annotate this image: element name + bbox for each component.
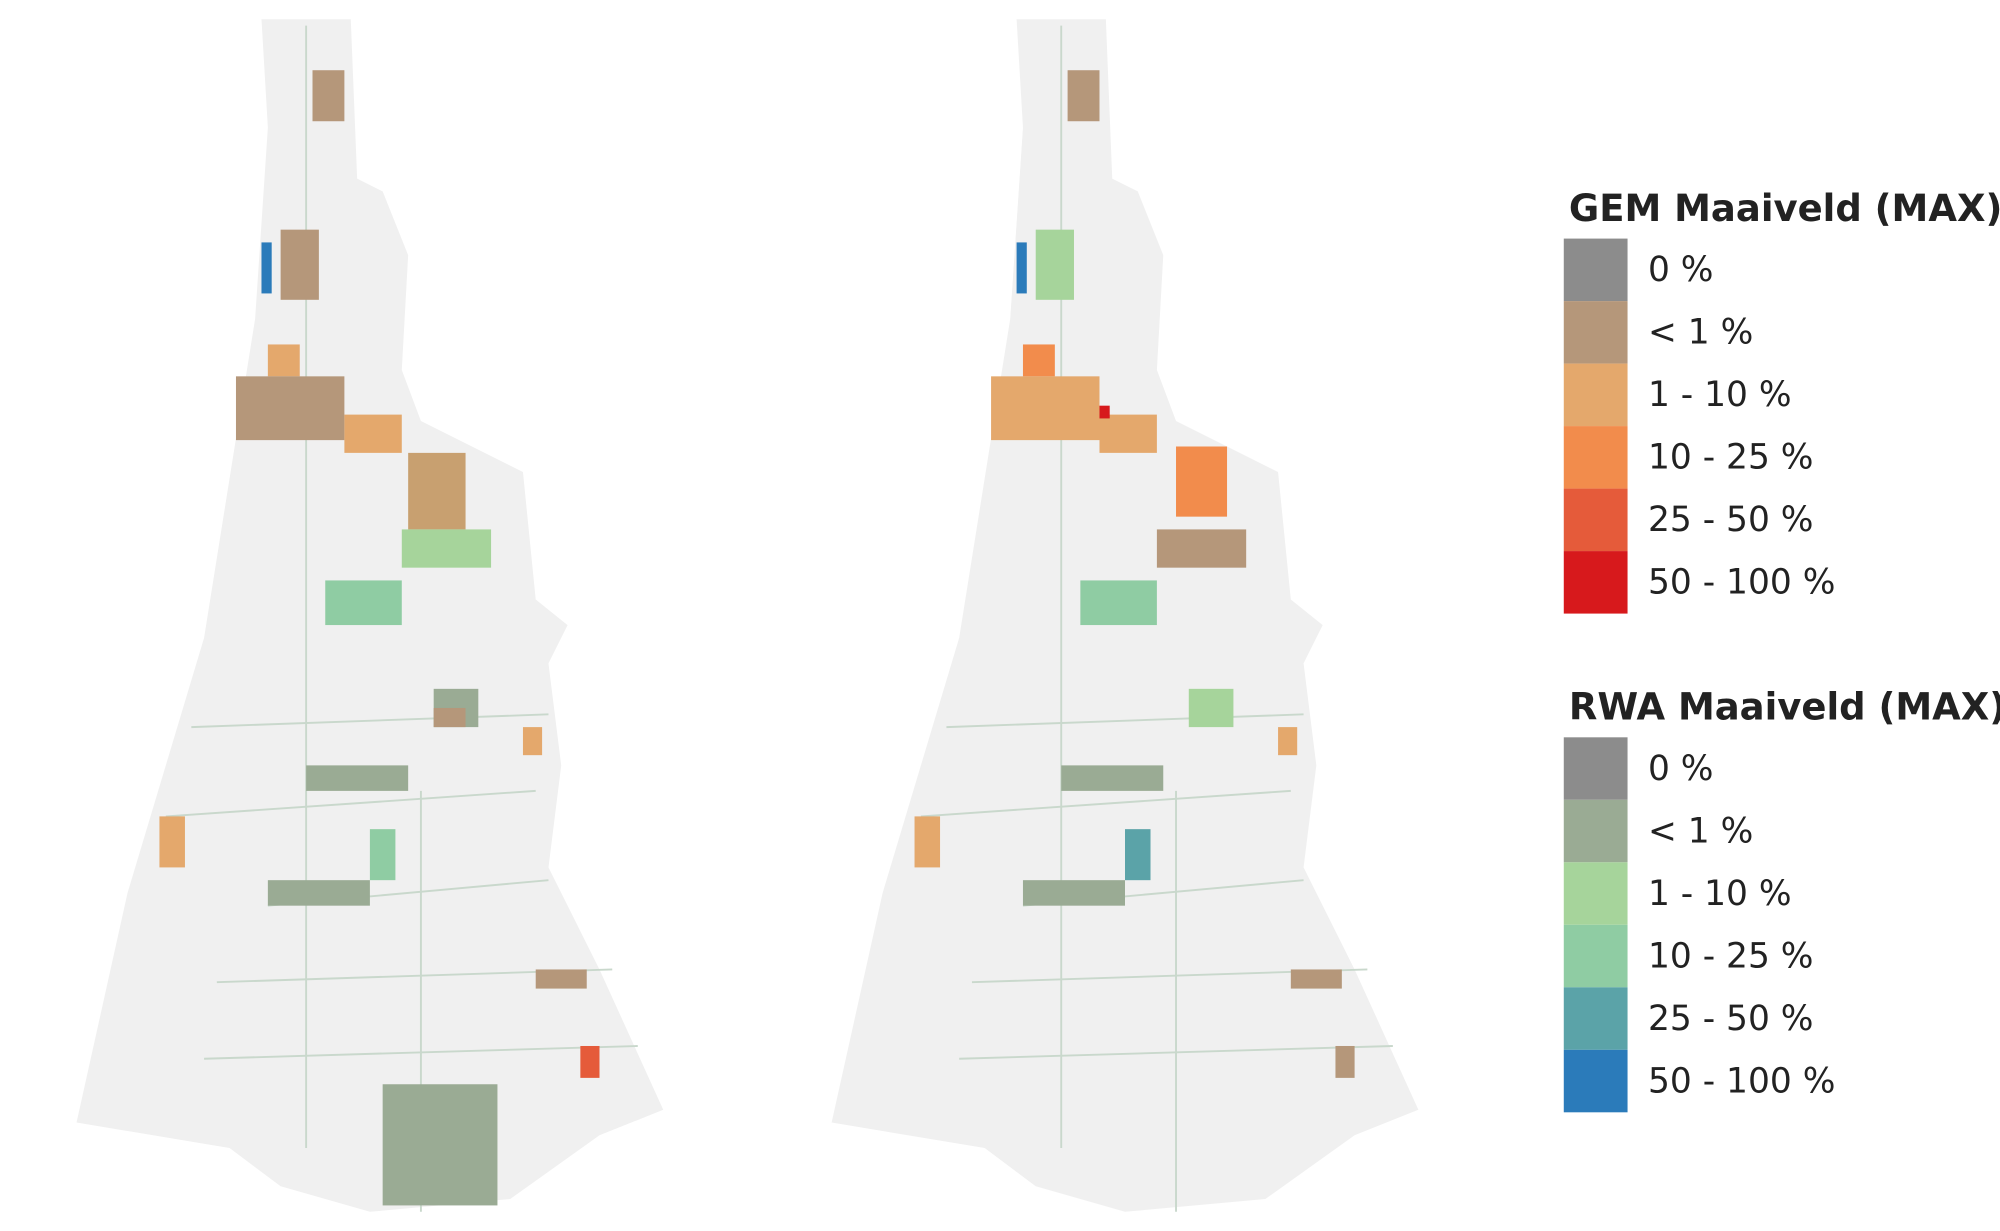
legend-label: 0 % xyxy=(1648,250,1714,290)
legend-label: 10 - 25 % xyxy=(1648,438,1814,478)
legend-label: 10 - 25 % xyxy=(1648,936,1814,976)
legend-swatch xyxy=(1563,301,1628,364)
legend-title: RWA Maaiveld (MAX) xyxy=(1569,686,2000,729)
legends: GEM Maaiveld (MAX) 0 % < 1 % 1 - 10 % 10 - 2… xyxy=(1563,187,2000,1113)
legend-label: 50 - 100 % xyxy=(1648,1061,1835,1101)
legend-swatch xyxy=(1563,426,1628,489)
legend-label: 0 % xyxy=(1648,749,1714,789)
legend-swatch xyxy=(1563,363,1628,427)
legend-swatch xyxy=(1563,799,1628,863)
legend-swatch xyxy=(1563,1049,1628,1113)
legend-label: 25 - 50 % xyxy=(1648,500,1814,540)
legend-title: GEM Maaiveld (MAX) xyxy=(1569,187,2000,230)
legend-label: 50 - 100 % xyxy=(1648,563,1835,603)
legend-swatch xyxy=(1563,551,1628,614)
map-patches xyxy=(914,70,1355,1078)
legend-label: 1 - 10 % xyxy=(1648,375,1792,415)
legend-label: 1 - 10 % xyxy=(1648,874,1792,914)
map-left xyxy=(75,18,665,1213)
map-patches xyxy=(159,70,600,1206)
legend-label: 25 - 50 % xyxy=(1648,999,1814,1039)
legend-swatch xyxy=(1563,737,1628,800)
legend-label: < 1 % xyxy=(1648,811,1753,851)
map-right xyxy=(830,18,1420,1213)
legend-swatch xyxy=(1563,862,1628,925)
legend-swatch xyxy=(1563,488,1628,552)
legend-swatch xyxy=(1563,987,1628,1050)
legend-swatch xyxy=(1563,238,1628,302)
legend-label: < 1 % xyxy=(1648,313,1753,353)
legend-swatch xyxy=(1563,924,1628,988)
